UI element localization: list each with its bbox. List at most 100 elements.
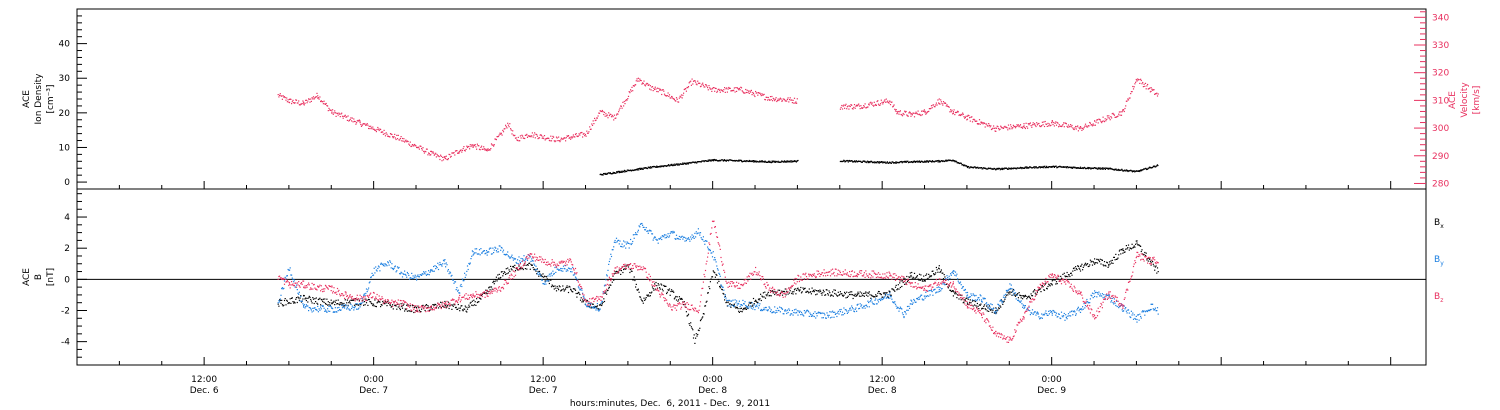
by-series-point xyxy=(1080,308,1082,310)
bx-series-point xyxy=(332,302,334,304)
bx-series-point xyxy=(540,274,542,277)
by-series-point xyxy=(1100,295,1102,297)
bx-series-point xyxy=(1015,294,1017,296)
bx-series-point xyxy=(1108,263,1110,266)
density-series-point xyxy=(916,160,918,162)
bx-series-point xyxy=(1130,248,1132,250)
bx-series-point xyxy=(615,270,618,272)
velocity-series-point xyxy=(634,84,636,86)
bx-series-point xyxy=(532,267,534,269)
velocity-series-point xyxy=(955,111,957,114)
by-series-point xyxy=(896,307,898,309)
bx-series-point xyxy=(1039,288,1041,291)
by-series-point xyxy=(1092,297,1094,299)
bx-series-point xyxy=(876,295,878,297)
velocity-series-point xyxy=(519,135,521,137)
bz-series-point xyxy=(288,283,291,285)
by-series-point xyxy=(689,240,691,242)
bx-series-point xyxy=(329,304,331,306)
bx-series-point xyxy=(879,293,881,295)
velocity-series-point xyxy=(365,124,368,126)
velocity-series-point xyxy=(949,111,951,113)
by-series-point xyxy=(872,303,874,305)
by-series-point xyxy=(969,296,971,298)
velocity-series-point xyxy=(755,90,757,93)
bx-series-point xyxy=(1133,245,1135,247)
velocity-series-point xyxy=(934,106,936,108)
by-series-point xyxy=(377,267,379,270)
velocity-series-point xyxy=(570,138,572,140)
by-series-point xyxy=(342,304,344,306)
bx-series-point xyxy=(716,282,719,284)
bx-series-point xyxy=(663,284,665,287)
by-series-point xyxy=(695,231,697,233)
density-series-point xyxy=(861,161,863,163)
density-series-point xyxy=(672,165,674,167)
by-series-point xyxy=(281,288,283,290)
by-series-point xyxy=(728,299,731,301)
by-series-point xyxy=(363,294,365,296)
density-series-point xyxy=(941,160,943,162)
bx-series-point xyxy=(623,268,625,270)
velocity-series-point xyxy=(1036,122,1038,124)
by-series-point xyxy=(1093,293,1095,295)
by-series-point xyxy=(401,272,403,274)
by-series-point xyxy=(457,289,459,291)
by-series-point xyxy=(678,235,680,238)
by-series-point xyxy=(719,275,721,277)
by-series-point xyxy=(368,287,370,289)
velocity-series-point xyxy=(885,98,887,100)
bx-series-point xyxy=(395,305,397,307)
by-series-point xyxy=(859,303,861,305)
bx-series-point xyxy=(277,303,279,305)
by-series-point xyxy=(842,314,844,316)
velocity-series-point xyxy=(461,151,463,153)
by-series-point xyxy=(483,250,485,252)
velocity-series-point xyxy=(729,87,731,89)
velocity-series-point xyxy=(720,89,722,91)
velocity-series-point xyxy=(315,96,317,98)
density-series-point xyxy=(1142,169,1144,171)
bx-series-point xyxy=(953,291,955,293)
bz-series-point xyxy=(310,287,312,289)
bx-series-point xyxy=(616,272,618,274)
velocity-series-point xyxy=(767,99,769,101)
velocity-series-point xyxy=(1012,124,1014,126)
bx-series-point xyxy=(288,302,290,304)
by-series-point xyxy=(471,255,473,257)
bx-series-point xyxy=(632,279,634,281)
bx-series-point xyxy=(776,291,778,293)
bx-series-point xyxy=(512,265,514,267)
velocity-series-point xyxy=(389,133,392,135)
bx-series-point xyxy=(1143,254,1145,256)
bx-series-point xyxy=(1137,244,1139,246)
bz-series-point xyxy=(354,300,356,302)
velocity-series-point xyxy=(486,149,488,151)
by-series-point xyxy=(1090,294,1092,296)
bx-series-point xyxy=(870,297,872,299)
by-series-point xyxy=(699,232,702,234)
bx-series-point xyxy=(712,270,714,272)
velocity-series-point xyxy=(472,145,474,147)
by-series-point xyxy=(1047,314,1049,316)
by-series-point xyxy=(794,312,796,314)
by-series-point xyxy=(923,299,925,301)
bx-series-point xyxy=(1137,244,1139,246)
top-right-tick-label: 280 xyxy=(1432,179,1449,189)
velocity-series-point xyxy=(1009,128,1011,130)
bx-series-point xyxy=(807,291,809,293)
velocity-series-point xyxy=(325,102,327,105)
bx-series-point xyxy=(480,298,482,300)
bx-series-point xyxy=(560,289,562,291)
density-series-point xyxy=(1127,170,1129,173)
by-series-point xyxy=(1130,316,1132,319)
bx-series-point xyxy=(491,288,493,290)
density-series-point xyxy=(860,160,862,162)
bx-series-point xyxy=(315,301,317,303)
by-series-point xyxy=(892,301,894,303)
velocity-series-point xyxy=(764,98,766,101)
bz-series-point xyxy=(351,295,353,298)
by-series-point xyxy=(375,269,377,271)
bx-series-point xyxy=(753,303,755,305)
